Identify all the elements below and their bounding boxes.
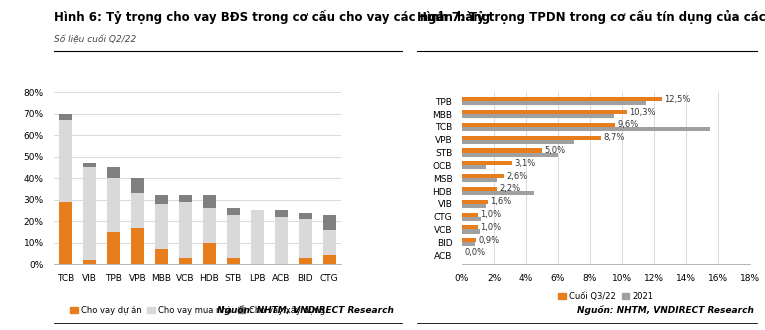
Text: 0,0%: 0,0% [464, 248, 486, 257]
Bar [462, 216, 481, 221]
Bar [462, 123, 616, 127]
Bar [155, 249, 168, 264]
Bar [462, 200, 487, 204]
Bar [462, 213, 478, 216]
Text: 10,3%: 10,3% [629, 108, 656, 116]
Bar [179, 257, 192, 264]
Bar [179, 202, 192, 257]
Bar [462, 114, 614, 118]
Bar [226, 215, 240, 257]
Bar [323, 255, 336, 264]
Bar [107, 232, 120, 264]
Bar [462, 225, 478, 229]
Bar [107, 178, 120, 232]
Bar [462, 152, 558, 157]
Bar [226, 208, 240, 215]
Text: Số liệu cuối Q2/22: Số liệu cuối Q2/22 [54, 35, 136, 44]
Bar [203, 208, 216, 243]
Text: Nguồn: NHTM, VNDIRECT Research: Nguồn: NHTM, VNDIRECT Research [577, 305, 754, 315]
Bar [83, 163, 96, 168]
Bar [59, 114, 72, 120]
Bar [462, 97, 662, 101]
Bar [298, 219, 312, 257]
Bar [59, 120, 72, 202]
Bar [462, 165, 486, 170]
Text: 5,0%: 5,0% [545, 146, 565, 155]
Legend: Cho vay dự án, Cho vay mua nhà, Cho vay xây dựng: Cho vay dự án, Cho vay mua nhà, Cho vay … [67, 303, 328, 318]
Bar [298, 257, 312, 264]
Bar [131, 178, 144, 193]
Bar [59, 202, 72, 264]
Bar [155, 195, 168, 204]
Text: 1,0%: 1,0% [480, 223, 502, 232]
Bar [203, 195, 216, 208]
Bar [462, 174, 503, 178]
Text: 12,5%: 12,5% [664, 95, 691, 104]
Bar [462, 242, 475, 246]
Text: Hình 6: Tỷ trọng cho vay BĐS trong cơ cấu cho vay các ngân hàng: Hình 6: Tỷ trọng cho vay BĐS trong cơ cấ… [54, 10, 490, 24]
Bar [462, 238, 477, 242]
Bar [107, 168, 120, 178]
Text: 8,7%: 8,7% [604, 133, 625, 142]
Text: Hình 7: Tỷ trọng TPDN trong cơ cấu tín dụng của các ngân hàng: Hình 7: Tỷ trọng TPDN trong cơ cấu tín d… [417, 10, 765, 24]
Legend: Cuối Q3/22, 2021: Cuối Q3/22, 2021 [555, 289, 657, 305]
Text: 1,6%: 1,6% [490, 197, 511, 206]
Bar [275, 217, 288, 264]
Bar [462, 187, 497, 191]
Bar [462, 161, 512, 165]
Bar [323, 215, 336, 230]
Bar [179, 195, 192, 202]
Bar [131, 228, 144, 264]
Bar [203, 243, 216, 264]
Bar [462, 101, 646, 106]
Bar [275, 211, 288, 217]
Bar [462, 140, 574, 144]
Bar [131, 193, 144, 228]
Bar [462, 136, 601, 140]
Bar [462, 178, 497, 182]
Bar [462, 204, 486, 208]
Bar [323, 230, 336, 255]
Bar [462, 148, 542, 152]
Text: 0,9%: 0,9% [479, 236, 500, 245]
Text: 2,2%: 2,2% [500, 184, 521, 193]
Bar [462, 127, 710, 131]
Bar [462, 229, 480, 234]
Bar [462, 191, 534, 195]
Text: 9,6%: 9,6% [618, 120, 639, 129]
Bar [226, 257, 240, 264]
Text: 1,0%: 1,0% [480, 210, 502, 219]
Bar [251, 211, 264, 264]
Bar [462, 110, 627, 114]
Bar [298, 213, 312, 219]
Bar [155, 204, 168, 249]
Text: 2,6%: 2,6% [506, 172, 527, 181]
Bar [83, 168, 96, 260]
Bar [83, 260, 96, 264]
Text: Nguồn: NHTM, VNDIRECT Research: Nguồn: NHTM, VNDIRECT Research [217, 305, 394, 315]
Text: 3,1%: 3,1% [514, 159, 536, 168]
